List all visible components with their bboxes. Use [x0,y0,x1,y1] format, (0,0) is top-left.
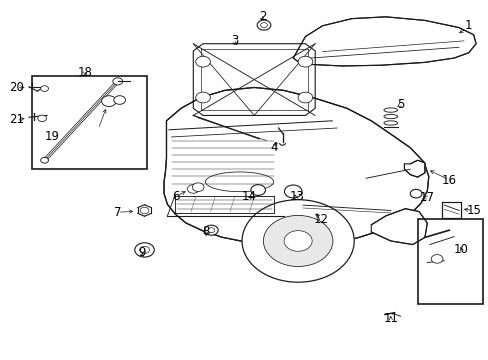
Circle shape [192,183,203,192]
Text: 19: 19 [44,130,59,144]
Text: 1: 1 [464,19,471,32]
Text: 3: 3 [231,33,238,47]
Circle shape [187,185,199,193]
Circle shape [41,157,48,163]
Text: 16: 16 [441,174,456,186]
Ellipse shape [383,114,397,119]
Text: 5: 5 [396,98,404,111]
Text: 12: 12 [313,213,328,226]
Polygon shape [441,202,461,218]
Text: 6: 6 [172,190,180,203]
Ellipse shape [383,108,397,112]
Circle shape [260,23,267,28]
Circle shape [113,78,122,85]
Circle shape [207,228,214,233]
Text: 10: 10 [453,243,468,256]
Circle shape [135,243,154,257]
Circle shape [102,96,116,107]
Circle shape [430,255,442,263]
Circle shape [263,215,332,266]
Text: 11: 11 [383,311,397,325]
Circle shape [140,207,149,214]
Polygon shape [163,87,428,244]
Circle shape [242,200,353,282]
Circle shape [204,225,218,235]
Text: 4: 4 [269,141,277,154]
Polygon shape [370,209,427,244]
Circle shape [257,20,270,30]
Bar [32,76,147,169]
Text: 9: 9 [138,246,145,259]
Text: 2: 2 [259,10,266,23]
Polygon shape [404,160,424,177]
Circle shape [298,56,312,67]
Circle shape [38,115,46,122]
Text: 17: 17 [419,192,434,204]
Circle shape [284,185,302,198]
Circle shape [140,246,149,253]
Circle shape [41,86,48,91]
Text: 18: 18 [78,66,92,79]
Bar [417,220,483,304]
Circle shape [284,231,311,251]
Text: 8: 8 [202,225,209,238]
Circle shape [114,96,125,104]
Text: 20: 20 [9,81,24,94]
Text: 15: 15 [465,204,480,217]
Text: 13: 13 [288,190,304,203]
Circle shape [195,92,210,103]
Text: 7: 7 [114,206,121,219]
Text: 21: 21 [9,113,24,126]
Circle shape [409,189,421,198]
Circle shape [298,92,312,103]
Circle shape [195,56,210,67]
Ellipse shape [383,121,397,125]
Text: 14: 14 [242,190,256,203]
Polygon shape [293,17,475,66]
Circle shape [250,185,265,195]
